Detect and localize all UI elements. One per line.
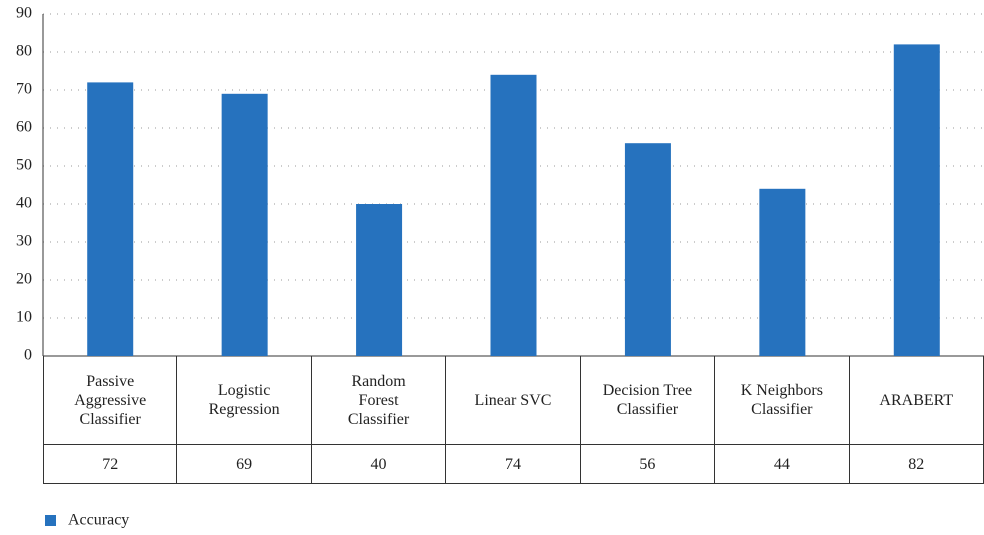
category-cell: Passive Aggressive Classifier — [43, 356, 178, 445]
category-cell-text: K Neighbors Classifier — [740, 382, 823, 418]
y-tick-label: 20 — [16, 271, 32, 288]
category-cell-text: Decision Tree Classifier — [602, 382, 693, 418]
bar — [624, 143, 671, 356]
category-cell: Logistic Regression — [177, 356, 312, 445]
y-tick-label: 50 — [16, 157, 32, 174]
y-tick-label: 10 — [16, 309, 32, 326]
value-cell: 74 — [446, 445, 581, 484]
value-cell: 69 — [177, 445, 312, 484]
y-tick-label: 80 — [16, 43, 32, 60]
value-cell-text: 82 — [908, 455, 925, 473]
category-cell-text: Logistic Regression — [208, 382, 280, 418]
category-cell: Decision Tree Classifier — [580, 356, 716, 445]
legend-swatch — [45, 515, 56, 526]
value-cell-text: 74 — [504, 455, 521, 473]
y-tick-label: 70 — [16, 81, 32, 98]
category-cell: ARABERT — [849, 356, 984, 445]
category-cell-text: ARABERT — [879, 391, 954, 409]
category-cell-text: Random Forest Classifier — [347, 372, 410, 428]
y-tick-label: 40 — [16, 195, 32, 212]
bar — [893, 44, 940, 357]
value-cell-text: 69 — [236, 455, 253, 473]
value-cell: 56 — [580, 445, 716, 484]
y-tick-label: 30 — [16, 233, 32, 250]
y-tick-label: 0 — [24, 347, 32, 364]
value-cell: 40 — [311, 445, 447, 484]
value-cell: 82 — [849, 445, 984, 484]
value-cell: 72 — [43, 445, 178, 484]
value-cell-text: 44 — [773, 455, 790, 473]
bar — [221, 93, 268, 357]
legend-label: Accuracy — [68, 512, 129, 529]
value-cell-text: 40 — [370, 455, 387, 473]
category-cell-text: Linear SVC — [474, 391, 552, 409]
y-tick-label: 60 — [16, 119, 32, 136]
value-cell: 44 — [715, 445, 850, 484]
category-cell: Random Forest Classifier — [311, 356, 447, 445]
bar — [490, 74, 537, 357]
bar — [356, 204, 403, 356]
bar — [759, 188, 806, 356]
y-tick-label: 90 — [16, 5, 32, 22]
category-cell-text: Passive Aggressive Classifier — [74, 372, 147, 428]
value-cell-text: 56 — [639, 455, 656, 473]
bar — [87, 82, 134, 357]
category-cell: K Neighbors Classifier — [715, 356, 850, 445]
value-cell-text: 72 — [102, 455, 119, 473]
category-cell: Linear SVC — [446, 356, 581, 445]
